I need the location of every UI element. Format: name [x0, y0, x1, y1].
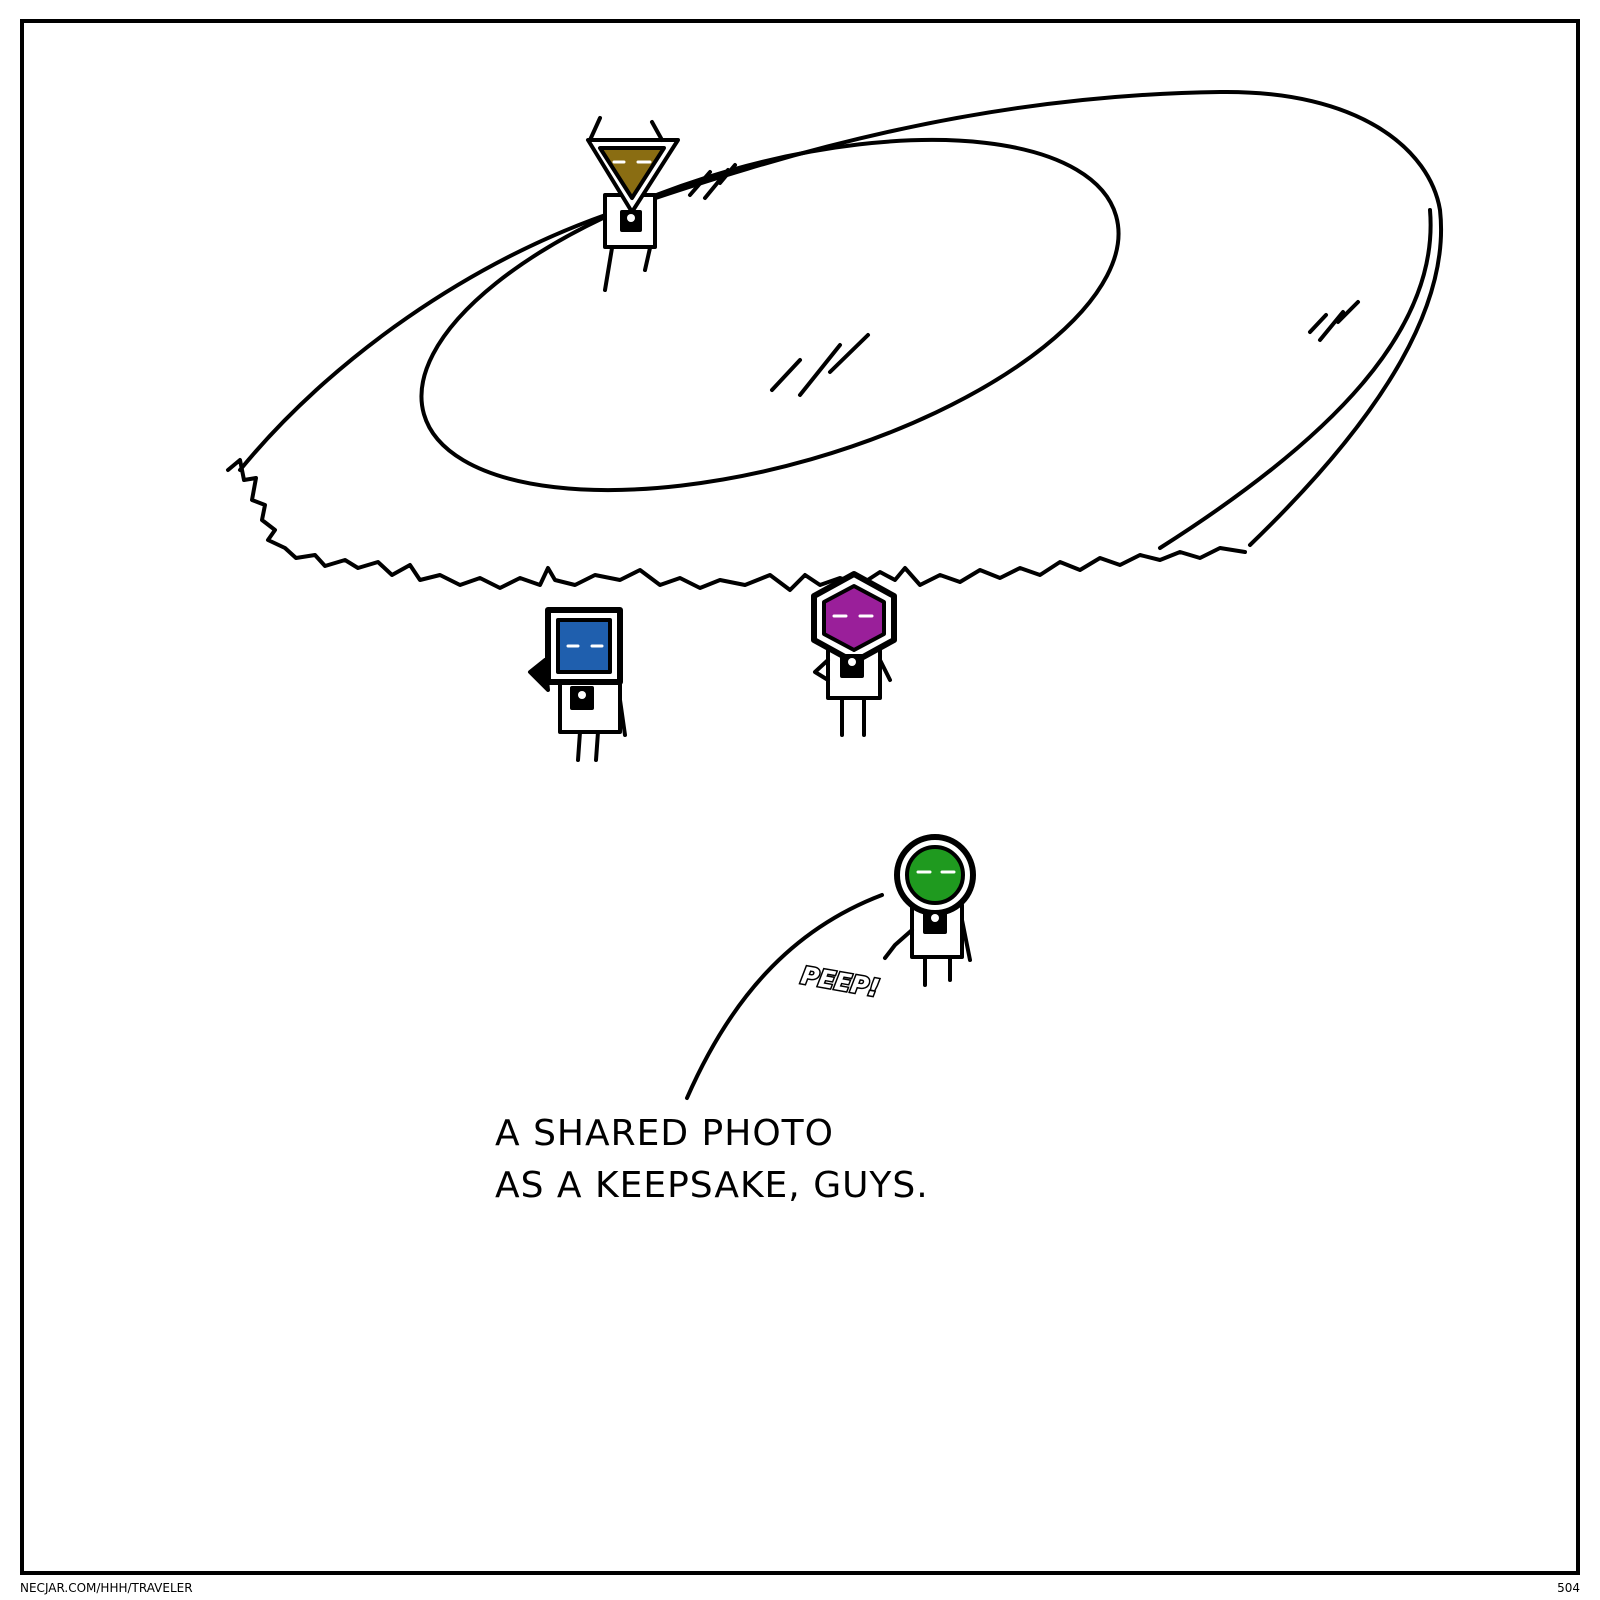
mound-rim	[1158, 208, 1433, 550]
triangle-character	[586, 116, 680, 292]
inner-disc	[419, 137, 1121, 493]
hexagon-character	[811, 571, 897, 737]
mound-outline	[238, 89, 1443, 547]
circle-character	[883, 834, 976, 987]
shine-marks	[1308, 300, 1360, 342]
sound-effect: PEEP!	[799, 961, 882, 1002]
comic-panel	[20, 19, 1580, 1575]
page-number: 504	[1557, 1581, 1580, 1595]
speech-tail	[685, 893, 884, 1100]
caption-line: AS A KEEPSAKE, GUYS.	[495, 1165, 929, 1206]
caption-line: A SHARED PHOTO	[495, 1113, 834, 1154]
square-character	[528, 607, 627, 762]
shine-marks	[770, 333, 870, 397]
grass-fringe	[226, 458, 1247, 592]
footer-url: NECJAR.COM/HHH/TRAVELER	[20, 1581, 193, 1595]
caption-text: A SHARED PHOTO AS A KEEPSAKE, GUYS.	[495, 1108, 929, 1212]
shine-marks	[688, 163, 737, 200]
